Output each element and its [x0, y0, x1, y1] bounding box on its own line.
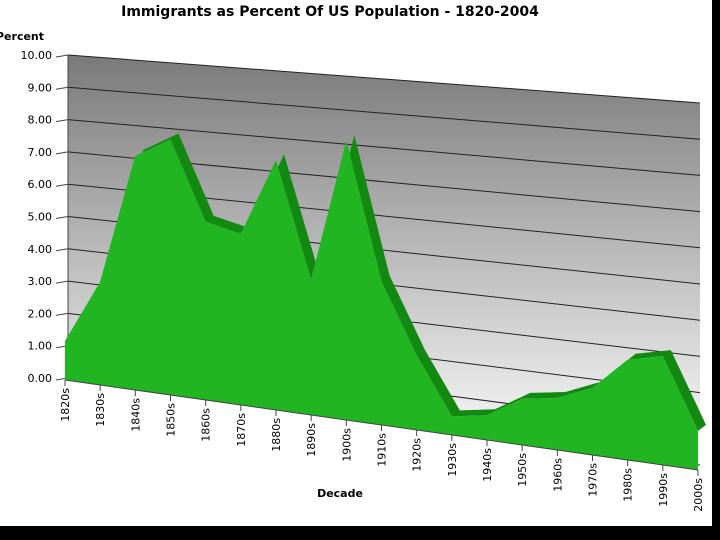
- y-tick: [55, 248, 69, 252]
- x-tick-label: 1910s: [376, 433, 389, 467]
- x-tick-label: 1850s: [165, 403, 178, 437]
- grid-line: [67, 86, 701, 140]
- y-tick-label: 1.00: [28, 340, 53, 353]
- x-tick-label: 1860s: [200, 408, 213, 442]
- y-tick-label: 10.00: [21, 49, 53, 62]
- x-tick-label: 1950s: [516, 453, 529, 487]
- x-tick-label: 1830s: [94, 393, 107, 427]
- y-tick-label: 4.00: [28, 243, 53, 256]
- y-tick: [55, 216, 69, 219]
- x-tick-label: 1900s: [340, 428, 353, 462]
- x-tick-label: 1840s: [129, 398, 142, 432]
- y-tick-label: 7.00: [28, 146, 53, 159]
- y-tick: [55, 151, 69, 155]
- x-tick-label: 1890s: [305, 423, 318, 457]
- chart-title: Immigrants as Percent Of US Population -…: [121, 4, 539, 20]
- x-tick-label: 1960s: [551, 458, 564, 492]
- grid-line: [67, 54, 701, 104]
- x-tick-label: 1940s: [481, 448, 494, 482]
- x-tick-label: 1870s: [235, 413, 248, 447]
- y-tick-label: 8.00: [28, 114, 53, 127]
- x-tick-label: 1980s: [622, 468, 635, 502]
- y-tick-label: 3.00: [28, 275, 53, 288]
- y-tick: [55, 119, 69, 123]
- x-tick-label: 1820s: [59, 388, 72, 422]
- y-tick-label: 2.00: [28, 307, 53, 320]
- y-tick-label: 5.00: [28, 211, 53, 224]
- x-axis-title: Decade: [317, 487, 363, 500]
- x-tick-label: 1930s: [446, 443, 459, 477]
- x-tick-label: 1990s: [657, 473, 670, 507]
- y-tick-label: 0.00: [28, 372, 53, 385]
- y-tick: [55, 280, 69, 284]
- y-tick: [55, 54, 69, 58]
- x-tick-label: 1920s: [411, 438, 424, 472]
- x-tick-label: 1880s: [270, 418, 283, 452]
- x-tick-label: 2000s: [692, 478, 705, 512]
- y-tick: [55, 86, 69, 90]
- area: [65, 139, 698, 471]
- x-tick-label: 1970s: [587, 463, 600, 497]
- y-tick: [55, 183, 69, 187]
- grid-line: [67, 119, 701, 176]
- y-tick-label: 9.00: [28, 81, 53, 94]
- area-depth: [65, 133, 706, 431]
- y-tick-label: 6.00: [28, 178, 53, 191]
- y-tick: [55, 312, 69, 316]
- y-axis-title: Percent: [0, 30, 44, 43]
